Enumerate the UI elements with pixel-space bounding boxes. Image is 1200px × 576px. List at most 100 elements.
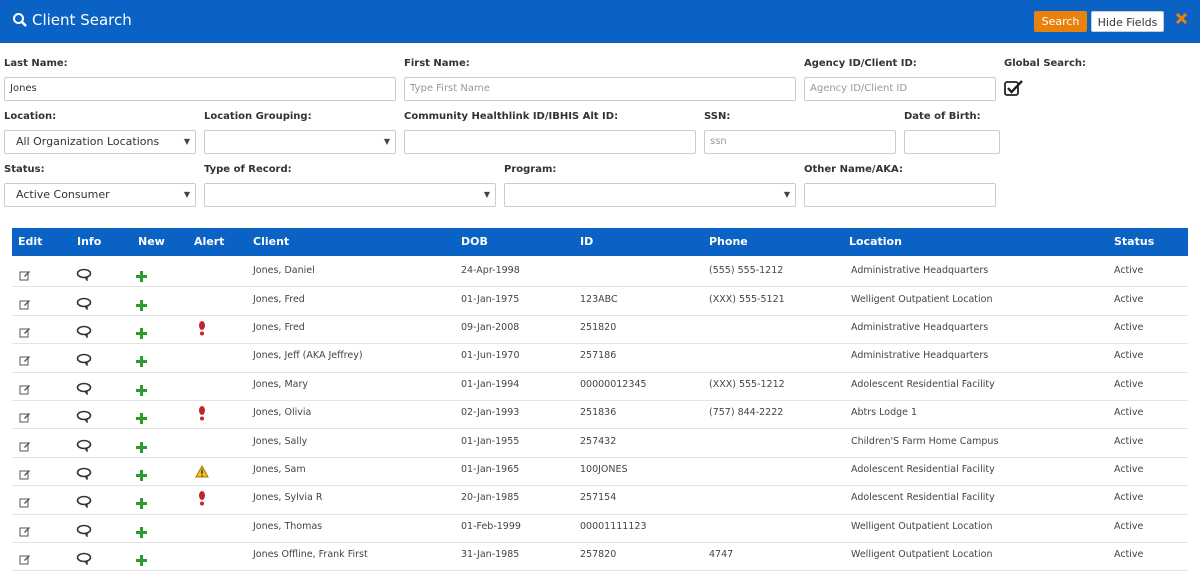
text-input[interactable]: Type First Name	[404, 77, 796, 101]
cell-dob: 02-Jan-1993	[461, 407, 520, 419]
dropdown-arrow: ▼	[183, 190, 190, 199]
new-icon[interactable]	[136, 409, 147, 428]
edit-icon[interactable]	[19, 465, 31, 484]
new-icon[interactable]	[136, 438, 147, 457]
info-icon[interactable]	[76, 437, 92, 456]
alert-icon[interactable]	[198, 406, 206, 425]
new-icon[interactable]	[136, 352, 147, 371]
info-icon[interactable]	[76, 522, 92, 541]
text-input[interactable]	[404, 130, 696, 154]
hide-fields-button[interactable]: Hide Fields	[1091, 11, 1164, 32]
field-label: Date of Birth:	[904, 111, 981, 122]
cell-status: Active	[1114, 321, 1144, 333]
edit-icon[interactable]	[19, 493, 31, 512]
cell-client: Jones Offline, Frank First	[253, 549, 368, 561]
info-icon[interactable]	[76, 550, 92, 569]
new-icon[interactable]	[136, 494, 147, 513]
cell-location: Welligent Outpatient Location	[851, 293, 993, 305]
cell-id: 257186	[580, 350, 617, 362]
dropdown-arrow: ▼	[183, 137, 190, 146]
cell-status: Active	[1114, 463, 1144, 475]
cell-location: Welligent Outpatient Location	[851, 520, 993, 532]
select-box[interactable]: ▼	[204, 183, 496, 207]
cell-client: Jones, Daniel	[253, 265, 315, 277]
info-icon[interactable]	[76, 295, 92, 314]
new-icon[interactable]	[136, 551, 147, 570]
table-row: Jones, Fred 01-Jan-1975 123ABC (XXX) 555-51…	[12, 286, 1188, 316]
text-input[interactable]: Agency ID/Client ID	[804, 77, 996, 101]
search-icon	[13, 13, 27, 27]
global-search-checkbox[interactable]	[1004, 79, 1024, 101]
column-header: DOB	[461, 235, 488, 248]
info-icon[interactable]	[76, 266, 92, 285]
info-icon[interactable]	[76, 465, 92, 484]
edit-icon[interactable]	[19, 351, 31, 370]
title-text: Client Search	[32, 11, 132, 29]
select-box[interactable]: ▼	[504, 183, 796, 207]
warning-icon[interactable]	[195, 463, 209, 482]
cell-status: Active	[1114, 492, 1144, 504]
table-header: Edit Info New Alert Client DOB ID Phone Location…	[12, 228, 1188, 256]
table-row: Jones, Daniel 24-Apr-1998 (555) 555-1212 Ad…	[12, 258, 1188, 288]
cell-dob: 24-Apr-1998	[461, 265, 520, 277]
cell-client: Jones, Jeff (AKA Jeffrey)	[253, 350, 363, 362]
cell-client: Jones, Sylvia R	[253, 492, 323, 504]
cell-status: Active	[1114, 435, 1144, 447]
new-icon[interactable]	[136, 324, 147, 343]
cell-client: Jones, Sam	[253, 463, 306, 475]
column-header: Alert	[194, 235, 225, 248]
cell-location: Welligent Outpatient Location	[851, 549, 993, 561]
info-icon[interactable]	[76, 323, 92, 342]
cell-location: Abtrs Lodge 1	[851, 407, 918, 419]
edit-icon[interactable]	[19, 266, 31, 285]
cell-status: Active	[1114, 520, 1144, 532]
edit-icon[interactable]	[19, 380, 31, 399]
text-input[interactable]	[804, 183, 996, 207]
alert-icon[interactable]	[198, 320, 206, 340]
cell-dob: 01-Feb-1999	[461, 520, 521, 532]
column-header: Edit	[18, 235, 43, 248]
cell-status: Active	[1114, 265, 1144, 277]
cell-location: Adolescent Residential Facility	[851, 463, 995, 475]
cell-status: Active	[1114, 407, 1144, 419]
table-row: Jones, Sally 01-Jan-1955 257432 Children'S …	[12, 428, 1188, 458]
select-box[interactable]: Active Consumer ▼	[4, 183, 196, 207]
column-header: Client	[253, 235, 290, 248]
text-input[interactable]: Jones	[4, 77, 396, 101]
column-header: Location	[849, 235, 902, 248]
edit-icon[interactable]	[19, 323, 31, 342]
info-icon[interactable]	[76, 351, 92, 370]
cell-phone: (555) 555-1212	[709, 265, 784, 277]
new-icon[interactable]	[136, 466, 147, 485]
dropdown-arrow: ▼	[383, 137, 390, 146]
info-icon[interactable]	[76, 408, 92, 427]
edit-icon[interactable]	[19, 295, 31, 314]
new-icon[interactable]	[136, 523, 147, 542]
cell-dob: 01-Jun-1970	[461, 350, 520, 362]
info-icon[interactable]	[76, 493, 92, 512]
close-button[interactable]	[1175, 12, 1188, 25]
select-box[interactable]: ▼	[204, 130, 396, 154]
cell-dob: 01-Jan-1965	[461, 463, 520, 475]
cell-id: 251820	[580, 321, 617, 333]
input-placeholder: ssn	[710, 136, 727, 147]
edit-icon[interactable]	[19, 522, 31, 541]
search-button[interactable]: Search	[1034, 11, 1087, 32]
alert-icon[interactable]	[198, 491, 206, 510]
new-icon[interactable]	[136, 267, 147, 286]
cell-id: 257154	[580, 492, 617, 504]
text-input[interactable]	[904, 130, 1000, 154]
select-box[interactable]: All Organization Locations ▼	[4, 130, 196, 154]
text-input[interactable]: ssn	[704, 130, 896, 154]
new-icon[interactable]	[136, 381, 147, 400]
edit-icon[interactable]	[19, 437, 31, 456]
field-label: First Name:	[404, 58, 470, 69]
info-icon[interactable]	[76, 380, 92, 399]
cell-phone: (XXX) 555-1212	[709, 378, 785, 390]
new-icon[interactable]	[136, 296, 147, 315]
edit-icon[interactable]	[19, 408, 31, 427]
cell-client: Jones, Sally	[253, 435, 308, 447]
column-header: Info	[77, 235, 102, 248]
edit-icon[interactable]	[19, 550, 31, 569]
